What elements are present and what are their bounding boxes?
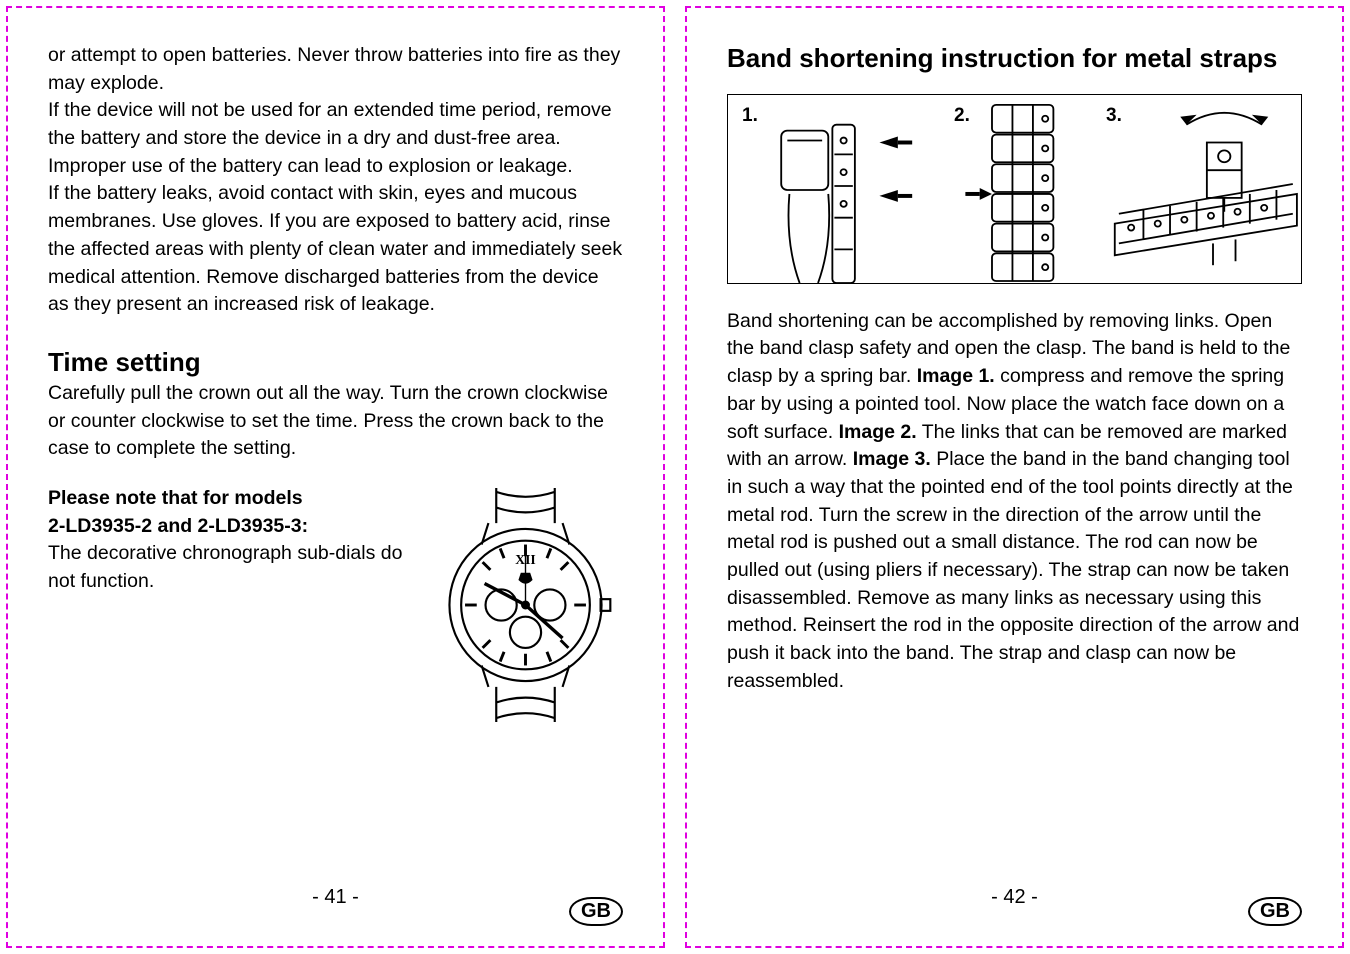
svg-text:XII: XII: [515, 552, 535, 567]
band-diagram-box: 1. 2. 3.: [727, 94, 1302, 284]
watch-icon: XII: [428, 485, 623, 725]
time-setting-heading: Time setting: [48, 347, 623, 378]
page-41-footer: - 41 - GB: [8, 886, 663, 926]
model-note-line2: 2-LD3935-2 and 2-LD3935-3:: [48, 513, 410, 541]
battery-warning-3: If the battery leaks, avoid contact with…: [48, 180, 623, 318]
region-badge-left: GB: [569, 897, 623, 926]
battery-warning-2: If the device will not be used for an ex…: [48, 97, 623, 180]
battery-warning-1: or attempt to open batteries. Never thro…: [48, 42, 623, 97]
band-diagram-svg: [728, 95, 1301, 283]
model-note-text: Please note that for models 2-LD3935-2 a…: [48, 485, 410, 596]
band-shortening-heading: Band shortening instruction for metal st…: [727, 42, 1302, 76]
page-number-41: - 41 -: [312, 886, 359, 909]
model-note-body: The decorative chronograph sub-dials do …: [48, 540, 410, 595]
model-note-row: Please note that for models 2-LD3935-2 a…: [48, 485, 623, 725]
image-1-label: Image 1.: [917, 365, 995, 387]
watch-illustration: XII: [428, 485, 623, 725]
diagram-label-1: 1.: [742, 105, 758, 127]
page-42: Band shortening instruction for metal st…: [685, 6, 1344, 948]
diagram-label-2: 2.: [954, 105, 970, 127]
page-41: or attempt to open batteries. Never thro…: [6, 6, 665, 948]
image-2-label: Image 2.: [839, 421, 917, 443]
band-shortening-body: Band shortening can be accomplished by r…: [727, 308, 1302, 696]
page-42-footer: - 42 - GB: [687, 886, 1342, 926]
image-3-label: Image 3.: [853, 448, 931, 470]
region-badge-right: GB: [1248, 897, 1302, 926]
page-number-42: - 42 -: [991, 886, 1038, 909]
time-setting-body: Carefully pull the crown out all the way…: [48, 380, 623, 463]
model-note-line1: Please note that for models: [48, 485, 410, 513]
diagram-label-3: 3.: [1106, 105, 1122, 127]
band-text-after3: Place the band in the band changing tool…: [727, 448, 1299, 692]
